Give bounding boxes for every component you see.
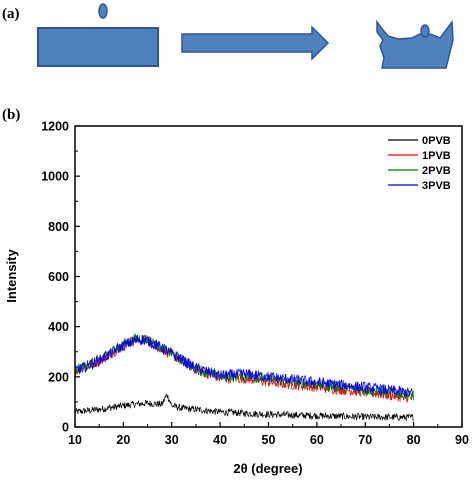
- y-tick-label: 600: [48, 270, 69, 284]
- y-axis-title: Intensity: [4, 249, 19, 303]
- xrd-chart: 10 20 30 40 50 60 70 80 90020040060080010001200 …: [4, 120, 469, 477]
- deformed-substrate: [376, 19, 454, 69]
- y-tick-label: 400: [48, 320, 69, 334]
- legend-label: 0PVB: [422, 135, 451, 147]
- plot-frame: [74, 125, 463, 428]
- legend-label: 3PVB: [422, 180, 451, 192]
- process-arrow: [181, 25, 330, 61]
- x-tick-label: 50: [262, 433, 276, 447]
- x-tick-label: 10: [68, 433, 82, 447]
- x-tick-label: 30: [165, 433, 179, 447]
- y-tick-label: 800: [48, 220, 69, 234]
- x-axis-title: 2θ (degree): [233, 461, 302, 476]
- y-tick-label: 200: [48, 370, 69, 384]
- legend-label: 2PVB: [422, 165, 451, 177]
- schematic-a: [37, 3, 454, 69]
- x-tick-label: 20: [116, 433, 130, 447]
- x-tick-label: 80: [407, 433, 421, 447]
- legend: 0PVB 1PVB 2PVB 3PVB: [388, 135, 451, 192]
- embedded-droplet: [420, 24, 430, 38]
- panel-a-label: (a): [2, 6, 20, 22]
- x-tick-label: 60: [310, 433, 324, 447]
- series-line-3pvb: [74, 334, 414, 398]
- x-tick-label: 90: [455, 433, 469, 447]
- legend-label: 1PVB: [422, 150, 451, 162]
- y-tick-label: 1200: [41, 120, 69, 134]
- series-layer: [74, 332, 414, 422]
- y-tick-label: 0: [62, 421, 69, 435]
- substrate-block: [37, 27, 159, 67]
- ticks-layer: 10 20 30 40 50 60 70 80 90 0 200 400 600 800 1000 1200: [41, 120, 469, 448]
- y-tick-label: 1000: [41, 170, 69, 184]
- panel-b-label: (b): [2, 107, 20, 123]
- x-tick-label: 40: [213, 433, 227, 447]
- droplet-shape: [98, 3, 108, 19]
- series-line-0pvb: [74, 393, 414, 422]
- x-tick-label: 70: [358, 433, 372, 447]
